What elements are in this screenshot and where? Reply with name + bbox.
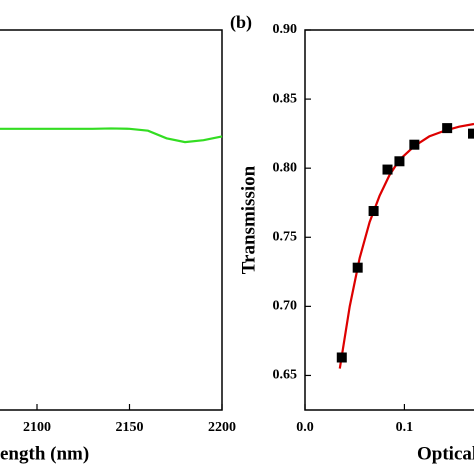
data-point	[368, 206, 379, 217]
x-axis-label: Optical int	[417, 443, 474, 464]
x-tick-label: 0.1	[396, 420, 414, 435]
y-tick-label: 0.80	[273, 160, 298, 175]
data-point	[409, 139, 420, 150]
y-tick-label: 0.90	[273, 22, 298, 37]
fit-curve	[338, 122, 474, 369]
data-point	[382, 164, 393, 175]
x-tick-label: 2100	[23, 420, 51, 435]
axis-frame	[304, 29, 474, 411]
y-tick-label: 0.70	[273, 299, 298, 314]
x-tick-label: 2200	[208, 420, 236, 435]
spectrum-line	[0, 127, 223, 144]
data-point	[442, 123, 453, 134]
data-point	[468, 128, 474, 139]
axis-frame	[0, 29, 223, 411]
panel-label: (b)	[230, 12, 252, 33]
data-point	[394, 156, 405, 167]
x-tick-label: 0.0	[296, 420, 314, 435]
x-tick-label: 2150	[116, 420, 144, 435]
data-point	[336, 352, 347, 363]
y-tick-label: 0.85	[273, 91, 298, 106]
x-axis-label: ength (nm)	[0, 443, 89, 464]
y-tick-label: 0.65	[273, 368, 298, 383]
data-point	[352, 262, 363, 273]
y-axis-label: Transmission	[238, 165, 259, 274]
y-tick-label: 0.75	[273, 229, 298, 244]
